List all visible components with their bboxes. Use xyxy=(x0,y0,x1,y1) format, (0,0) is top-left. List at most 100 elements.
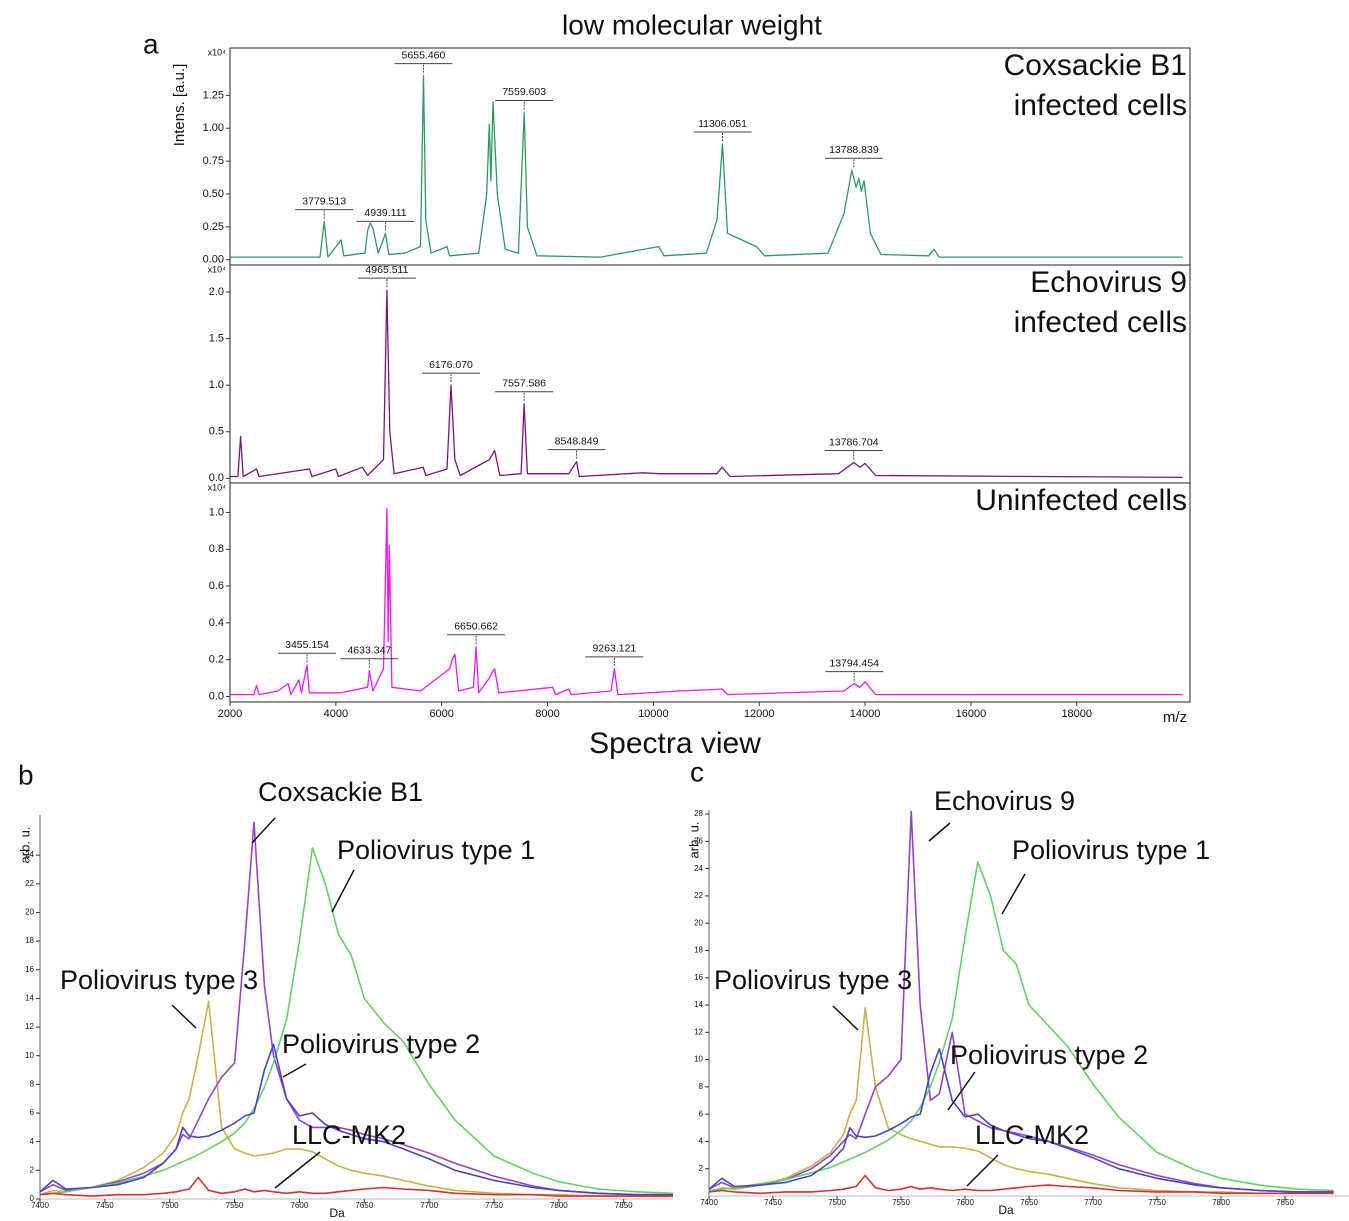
series-callout: Poliovirus type 3 xyxy=(60,965,258,995)
spectrum-line xyxy=(39,1000,673,1197)
x-axis-label: Da xyxy=(329,1206,345,1220)
callout-line xyxy=(251,817,276,844)
y-tick-label: 1.0 xyxy=(209,506,224,518)
spectrum-line xyxy=(230,289,1183,479)
y-tick-label: 0.4 xyxy=(209,617,224,629)
y-tick-label: 10 xyxy=(694,1055,703,1064)
x-axis-label: m/z xyxy=(1163,709,1187,726)
y-axis-label: arb. u. xyxy=(17,827,32,864)
y-tick-label: 26 xyxy=(694,836,703,845)
y-tick-label: 2.0 xyxy=(209,286,224,298)
y-tick-label: 1.5 xyxy=(209,333,224,345)
x-tick-label: 18000 xyxy=(1061,708,1092,720)
y-tick-label: 14 xyxy=(25,994,34,1003)
spectrum-line xyxy=(708,861,1334,1192)
y-tick-label: 6 xyxy=(30,1108,35,1117)
y-tick-label: 10 xyxy=(25,1051,34,1060)
callout-line xyxy=(832,1005,859,1031)
y-multiplier: x10⁴ xyxy=(208,264,227,274)
series-callout: Coxsackie B1 xyxy=(258,777,423,807)
x-axis-label: Da xyxy=(998,1203,1014,1217)
series-callout: Echovirus 9 xyxy=(934,786,1075,816)
series-callout: LLC-MK2 xyxy=(292,1120,406,1150)
peak-label: 3779.513 xyxy=(302,195,346,207)
y-tick-label: 0.8 xyxy=(209,543,224,555)
y-tick-label: 22 xyxy=(694,891,703,900)
y-tick-label: 0.25 xyxy=(203,221,224,233)
y-tick-label: 0.00 xyxy=(203,254,224,266)
x-tick-label: 8000 xyxy=(535,708,559,720)
spectrum-line xyxy=(230,74,1183,258)
y-tick-label: 0 xyxy=(30,1194,35,1203)
peak-label: 7559.603 xyxy=(502,86,546,98)
series-callout: LLC-MK2 xyxy=(975,1120,1089,1150)
x-tick-label: 7550 xyxy=(226,1201,244,1210)
y-tick-label: 22 xyxy=(25,879,34,888)
x-tick-label: 7650 xyxy=(1020,1198,1038,1207)
y-tick-label: 14 xyxy=(694,1000,703,1009)
y-tick-label: 24 xyxy=(694,864,703,873)
spectrum-line xyxy=(708,1174,1334,1195)
x-tick-label: 16000 xyxy=(956,708,987,720)
panel-label: a xyxy=(143,28,159,59)
peak-label: 11306.051 xyxy=(698,118,747,130)
series-callout: Poliovirus type 2 xyxy=(282,1029,480,1059)
y-tick-label: 16 xyxy=(694,973,703,982)
x-tick-label: 7700 xyxy=(1084,1198,1102,1207)
peak-label: 7557.586 xyxy=(502,378,546,390)
spectrum-label: Uninfected cells xyxy=(975,484,1187,517)
x-tick-label: 7750 xyxy=(485,1201,503,1210)
callout-line xyxy=(1001,873,1026,915)
y-tick-label: 18 xyxy=(25,936,34,945)
x-tick-label: 7600 xyxy=(291,1201,309,1210)
callout-line xyxy=(966,1154,999,1187)
x-tick-label: 10000 xyxy=(638,708,669,720)
callout-line xyxy=(331,869,355,913)
panel-label: b xyxy=(18,759,34,790)
figure-caption: Spectra view xyxy=(589,727,761,760)
y-tick-label: 1.0 xyxy=(209,379,224,391)
callout-line xyxy=(282,1063,307,1078)
peak-label: 13794.454 xyxy=(829,657,879,669)
x-tick-label: 7400 xyxy=(700,1198,718,1207)
spectrum-line xyxy=(708,1007,1334,1195)
y-multiplier: x10⁴ xyxy=(208,482,227,492)
y-tick-label: 0.6 xyxy=(209,580,224,592)
y-tick-label: 16 xyxy=(25,965,34,974)
y-tick-label: 0.2 xyxy=(209,654,224,666)
figure-title: low molecular weight xyxy=(562,9,822,40)
spectrum-line xyxy=(39,1043,673,1196)
x-tick-label: 7850 xyxy=(1276,1198,1294,1207)
spectrum-line xyxy=(39,847,674,1196)
x-tick-label: 14000 xyxy=(850,708,881,720)
series-callout: Poliovirus type 1 xyxy=(1012,835,1210,865)
x-tick-label: 12000 xyxy=(744,708,775,720)
spectrum-label: Coxsackie B1 infected cells xyxy=(1003,49,1187,122)
y-axis-label: arb. u. xyxy=(686,822,701,859)
y-tick-label: 0.0 xyxy=(209,472,224,484)
y-tick-label: 24 xyxy=(25,850,34,859)
panel-label: c xyxy=(690,756,704,787)
x-tick-label: 2000 xyxy=(218,708,242,720)
y-axis-label: Intens. [a.u.] xyxy=(171,64,188,147)
peak-label: 13786.704 xyxy=(829,436,879,448)
y-tick-label: 0.0 xyxy=(209,690,224,702)
y-tick-label: 2 xyxy=(699,1164,704,1173)
x-tick-label: 7400 xyxy=(31,1201,49,1210)
y-tick-label: 8 xyxy=(699,1082,704,1091)
y-tick-label: 2 xyxy=(30,1165,35,1174)
y-tick-label: 20 xyxy=(694,918,703,927)
callout-line xyxy=(947,1071,976,1111)
y-tick-label: 0.75 xyxy=(203,155,224,167)
y-tick-label: 8 xyxy=(30,1079,35,1088)
x-tick-label: 6000 xyxy=(429,708,453,720)
peak-label: 6650.662 xyxy=(454,621,498,633)
x-tick-label: 7450 xyxy=(764,1198,782,1207)
y-tick-label: 20 xyxy=(25,908,34,917)
peak-label: 5655.460 xyxy=(402,49,446,61)
x-tick-label: 4000 xyxy=(324,708,348,720)
x-tick-label: 7800 xyxy=(1212,1198,1230,1207)
peak-label: 6176.070 xyxy=(429,359,473,371)
